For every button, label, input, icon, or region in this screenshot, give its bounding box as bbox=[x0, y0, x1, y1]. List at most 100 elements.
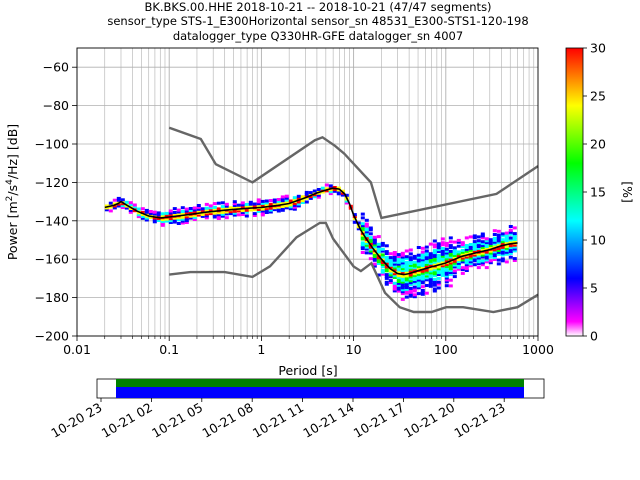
heatmap-cell bbox=[268, 206, 273, 210]
heatmap-cell bbox=[512, 237, 517, 241]
heatmap-cell bbox=[260, 209, 265, 213]
heatmap-cell bbox=[456, 252, 461, 256]
heatmap-cell bbox=[372, 243, 377, 247]
heatmap-cell bbox=[440, 252, 445, 256]
curves bbox=[104, 126, 539, 314]
heatmap-cell bbox=[500, 251, 505, 255]
heatmap-cell bbox=[444, 243, 449, 247]
heatmap-cell bbox=[292, 205, 297, 209]
heatmap-cell bbox=[276, 207, 281, 211]
heatmap-cell bbox=[496, 229, 501, 233]
heatmap-cell bbox=[344, 201, 349, 205]
heatmap-cell bbox=[484, 239, 489, 243]
heatmap-cell bbox=[268, 210, 273, 214]
heatmap-cell bbox=[112, 204, 117, 208]
heatmap-cell bbox=[496, 243, 501, 247]
heatmap-cell bbox=[388, 265, 393, 269]
heatmap-cell bbox=[284, 196, 289, 200]
heatmap-cell bbox=[420, 281, 425, 285]
heatmap-cell bbox=[272, 206, 277, 210]
heatmap-cell bbox=[232, 206, 237, 209]
heatmap-cell bbox=[432, 254, 437, 258]
heatmap-cell bbox=[280, 201, 285, 205]
heatmap-cell bbox=[456, 267, 461, 271]
heatmap-cell bbox=[460, 252, 465, 256]
heatmap-cell bbox=[440, 247, 445, 250]
heatmap-cell bbox=[500, 259, 505, 263]
heatmap-cell bbox=[424, 264, 429, 268]
heatmap-cell bbox=[320, 186, 325, 190]
heatmap-cell bbox=[452, 265, 457, 269]
heatmap-cell bbox=[400, 251, 405, 255]
heatmap-cell bbox=[448, 269, 453, 273]
heatmap-cell bbox=[504, 241, 509, 245]
heatmap-cell bbox=[436, 273, 441, 276]
colorbar-tick-label: 20 bbox=[590, 137, 606, 152]
heatmap-cell bbox=[428, 267, 433, 271]
heatmap-cell bbox=[296, 194, 301, 198]
heatmap-cell bbox=[400, 286, 405, 290]
heatmap-cell bbox=[416, 265, 421, 269]
heatmap-cell bbox=[472, 244, 477, 247]
heatmap-cell bbox=[504, 248, 509, 252]
heatmap-cell bbox=[264, 207, 269, 211]
heatmap-cell bbox=[476, 262, 481, 266]
heatmap-cell bbox=[360, 251, 365, 254]
heatmap-cell bbox=[468, 246, 473, 250]
heatmap-cell bbox=[448, 265, 453, 269]
heatmap-cell bbox=[460, 271, 465, 275]
heatmap-cell bbox=[360, 227, 365, 231]
heatmap-cell bbox=[152, 220, 157, 224]
heatmap-cell bbox=[256, 208, 261, 211]
heatmap-cell bbox=[496, 262, 501, 266]
heatmap-cell bbox=[128, 210, 133, 214]
heatmap-cell bbox=[440, 266, 445, 270]
heatmap-cell bbox=[480, 263, 485, 267]
heatmap-cell bbox=[316, 193, 321, 197]
heatmap-cell bbox=[180, 215, 185, 219]
heatmap-cell bbox=[328, 188, 333, 192]
heatmap-cell bbox=[468, 262, 473, 266]
heatmap-cell bbox=[500, 257, 505, 261]
heatmap-cell bbox=[496, 258, 501, 262]
heatmap-cell bbox=[456, 244, 461, 248]
heatmap-cell bbox=[296, 204, 301, 208]
heatmap-cell bbox=[332, 187, 337, 191]
heatmap-cell bbox=[436, 271, 441, 275]
heatmap-cell bbox=[436, 253, 441, 257]
heatmap-cell bbox=[396, 270, 401, 274]
heatmap-cell bbox=[308, 196, 313, 200]
heatmap-cell bbox=[264, 203, 269, 207]
heatmap-cell bbox=[172, 218, 177, 222]
heatmap-cell bbox=[484, 254, 489, 258]
heatmap-cell bbox=[280, 195, 285, 199]
coverage-data-band bbox=[116, 379, 524, 387]
title-line-2: sensor_type STS-1_E300Horizontal sensor_… bbox=[107, 14, 528, 28]
heatmap-cell bbox=[504, 246, 509, 250]
heatmap-cell bbox=[420, 292, 425, 296]
heatmap-cell bbox=[180, 217, 185, 221]
heatmap-cell bbox=[140, 216, 145, 220]
heatmap-cell bbox=[404, 284, 409, 287]
heatmap-cell bbox=[460, 256, 465, 260]
heatmap-cell bbox=[232, 213, 237, 217]
heatmap-cell bbox=[336, 192, 341, 196]
heatmap-cell bbox=[476, 235, 481, 239]
heatmap-cell bbox=[456, 240, 461, 244]
heatmap-cell bbox=[504, 233, 509, 237]
heatmap-cell bbox=[152, 216, 157, 220]
heatmap-cell bbox=[400, 269, 405, 273]
heatmap-cell bbox=[444, 270, 449, 274]
heatmap-cell bbox=[388, 273, 393, 277]
heatmap-cell bbox=[460, 243, 465, 247]
heatmap-cell bbox=[328, 190, 333, 194]
heatmap-cell bbox=[488, 243, 493, 247]
heatmap-cell bbox=[284, 206, 289, 210]
heatmap-cell bbox=[252, 202, 257, 206]
heatmap-cell bbox=[136, 211, 141, 215]
heatmap-cell bbox=[192, 208, 197, 212]
heatmap-cell bbox=[484, 237, 489, 241]
heatmap-cell bbox=[132, 203, 137, 207]
heatmap-cell bbox=[444, 259, 449, 263]
